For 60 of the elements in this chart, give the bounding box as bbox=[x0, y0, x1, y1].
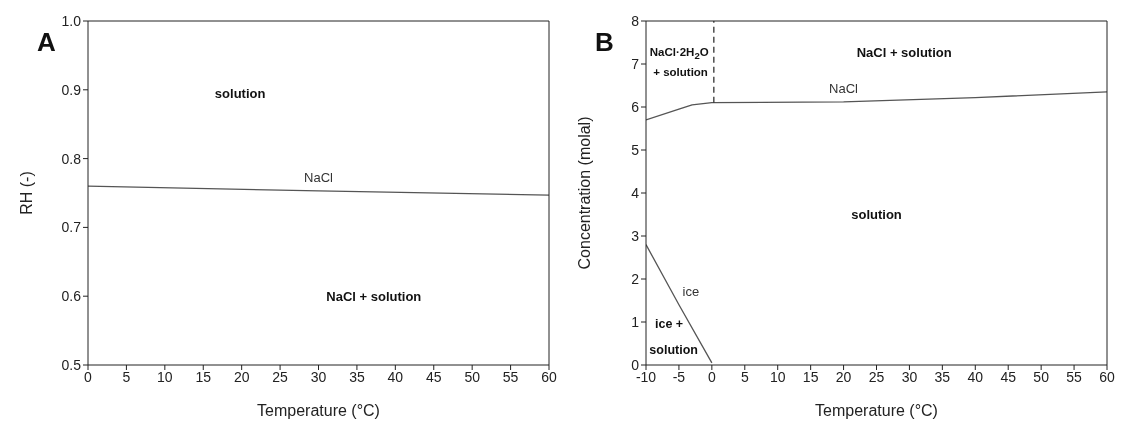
series-label: NaCl bbox=[829, 80, 859, 96]
x-tick-label: 30 bbox=[310, 368, 327, 385]
x-tick-label: 0 bbox=[707, 368, 716, 385]
x-axis-title: Temperature (°C) bbox=[815, 402, 938, 419]
x-tick-label: 40 bbox=[387, 368, 404, 385]
text: A bbox=[37, 26, 56, 57]
y-tick-label: 5 bbox=[631, 141, 640, 158]
y-tick-label: 1.0 bbox=[61, 12, 82, 29]
y-axis-title: RH (-) bbox=[17, 171, 35, 215]
y-tick-label: 4 bbox=[631, 184, 640, 201]
x-tick-label: -5 bbox=[672, 368, 686, 385]
y-tick-label: 8 bbox=[631, 12, 640, 29]
x-tick-label: 50 bbox=[1033, 368, 1050, 385]
x-tick-label: 50 bbox=[464, 368, 481, 385]
y-tick-label: 0 bbox=[631, 356, 640, 373]
x-tick-label: 10 bbox=[157, 368, 173, 385]
text: B bbox=[595, 26, 614, 57]
y-tick-label: 1 bbox=[631, 313, 640, 330]
annotation: NaCl·2H$_{2}$O bbox=[649, 45, 709, 62]
x-tick-label: 35 bbox=[934, 368, 951, 385]
y-tick-label: 0.5 bbox=[61, 356, 82, 373]
x-tick-label: 10 bbox=[769, 368, 786, 385]
x-tick-label: 45 bbox=[425, 368, 442, 385]
line-series bbox=[646, 91, 1107, 121]
x-tick-label: 25 bbox=[272, 368, 289, 385]
y-axis-title: Concentration (molal) bbox=[575, 116, 593, 270]
x-tick-label: 20 bbox=[233, 368, 250, 385]
annotation: ice + bbox=[654, 316, 684, 331]
annotation: solution bbox=[851, 206, 902, 222]
x-tick-label: 55 bbox=[502, 368, 519, 385]
y-tick-label: 2 bbox=[631, 270, 640, 287]
series-label: ice bbox=[682, 283, 700, 299]
annotation: NaCl + solution bbox=[856, 44, 952, 60]
y-tick-label: 0.9 bbox=[61, 81, 82, 98]
x-tick-label: 5 bbox=[122, 368, 131, 385]
x-tick-label: 55 bbox=[1066, 368, 1083, 385]
y-tick-label: 6 bbox=[631, 98, 640, 115]
annotation: solution bbox=[649, 342, 698, 357]
annotation: + solution bbox=[653, 65, 708, 79]
x-tick-label: 40 bbox=[967, 368, 984, 385]
x-tick-label: 35 bbox=[349, 368, 365, 385]
x-tick-label: 45 bbox=[1000, 368, 1017, 385]
x-tick-label: 30 bbox=[901, 368, 918, 385]
x-tick-label: 5 bbox=[740, 368, 749, 385]
y-tick-label: 7 bbox=[631, 55, 640, 72]
y-tick-label: 0.7 bbox=[61, 219, 82, 236]
x-tick-label: 60 bbox=[1099, 368, 1115, 385]
y-tick-label: 0.6 bbox=[61, 288, 82, 305]
series-label: NaCl bbox=[304, 169, 334, 185]
x-tick-label: 15 bbox=[802, 368, 819, 385]
x-tick-label: 0 bbox=[84, 368, 93, 385]
y-tick-label: 0.8 bbox=[61, 150, 82, 167]
x-tick-label: 20 bbox=[835, 368, 852, 385]
x-tick-label: 15 bbox=[195, 368, 212, 385]
x-tick-label: 25 bbox=[868, 368, 885, 385]
y-tick-label: 3 bbox=[631, 227, 640, 244]
x-axis-title: Temperature (°C) bbox=[257, 402, 380, 419]
annotation: solution bbox=[214, 85, 266, 101]
annotation: NaCl + solution bbox=[326, 288, 422, 304]
x-tick-label: 60 bbox=[541, 368, 557, 385]
